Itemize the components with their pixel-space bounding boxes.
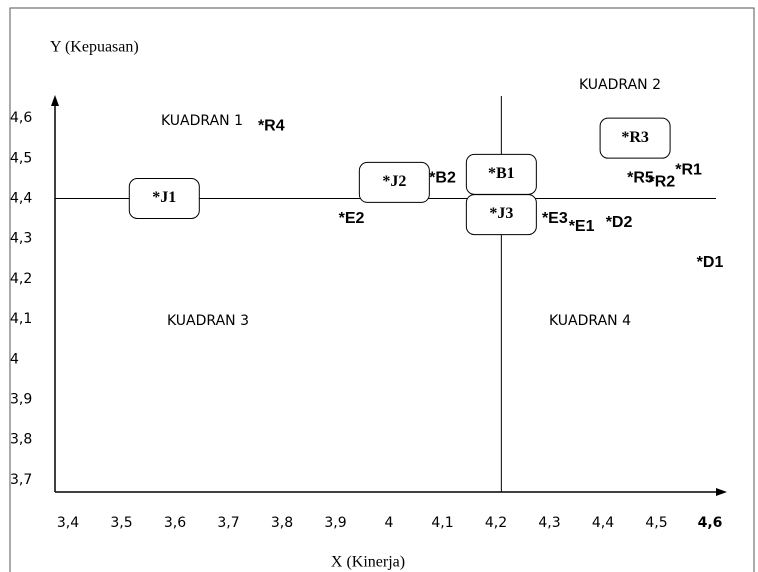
x-axis-title: X (Kinerja): [331, 554, 405, 571]
point-box: [465, 194, 537, 236]
point-label: *J3: [489, 205, 513, 222]
y-tick-label: 3,9: [10, 392, 32, 408]
point-label: *J2: [382, 173, 406, 190]
y-tick-label: 4: [10, 351, 19, 367]
point-box: [128, 177, 200, 219]
x-tick-label: 4,6: [698, 515, 723, 531]
y-tick-label: 3,8: [10, 432, 32, 448]
point-box: [599, 117, 671, 159]
x-tick-label: 4,3: [538, 515, 560, 531]
x-tick-label: 4,5: [645, 515, 667, 531]
x-tick-label: 4,1: [431, 515, 453, 531]
point-label: *R1: [675, 162, 702, 179]
y-tick-label: 4,2: [10, 271, 32, 287]
point-label: *R4: [258, 117, 285, 134]
y-tick-label: 4,3: [10, 231, 32, 247]
quadrant-label: KUADRAN 2: [579, 77, 661, 93]
y-arrow: [51, 95, 59, 106]
x-tick-label: 3,9: [324, 515, 346, 531]
point-label: *R3: [621, 129, 649, 146]
x-arrow: [716, 488, 727, 496]
point-label: *E1: [569, 218, 595, 235]
point-label: *D2: [606, 214, 633, 231]
y-tick-label: 4,1: [10, 311, 32, 327]
frame: [9, 7, 755, 572]
x-tick-label: 3,6: [164, 515, 186, 531]
point-label: *E2: [339, 210, 365, 227]
point-box: [358, 161, 430, 203]
point-label: *R2: [649, 174, 676, 191]
y-tick-label: 4,4: [10, 190, 32, 206]
point-label: *B1: [488, 165, 515, 182]
point-label: *R5: [627, 170, 654, 187]
x-tick-label: 3,5: [110, 515, 132, 531]
quadrant-label: KUADRAN 4: [549, 313, 631, 329]
y-tick-label: 4,5: [10, 150, 32, 166]
point-label: *J1: [152, 189, 176, 206]
point-label: *D1: [697, 254, 724, 271]
x-tick-label: 3,4: [57, 515, 79, 531]
quadrant-label: KUADRAN 3: [167, 313, 249, 329]
y-tick-label: 3,7: [10, 472, 32, 488]
point-label: *E3: [542, 210, 568, 227]
x-tick-label: 4,4: [592, 515, 614, 531]
point-label: *B2: [429, 170, 456, 187]
y-tick-label: 4,6: [10, 110, 32, 126]
x-tick-label: 4,2: [485, 515, 507, 531]
y-axis-title: Y (Kepuasan): [50, 39, 139, 56]
quadrant-label: KUADRAN 1: [161, 113, 243, 129]
x-tick-label: 3,7: [217, 515, 239, 531]
x-tick-label: 3,8: [271, 515, 293, 531]
x-tick-label: 4: [385, 515, 394, 531]
